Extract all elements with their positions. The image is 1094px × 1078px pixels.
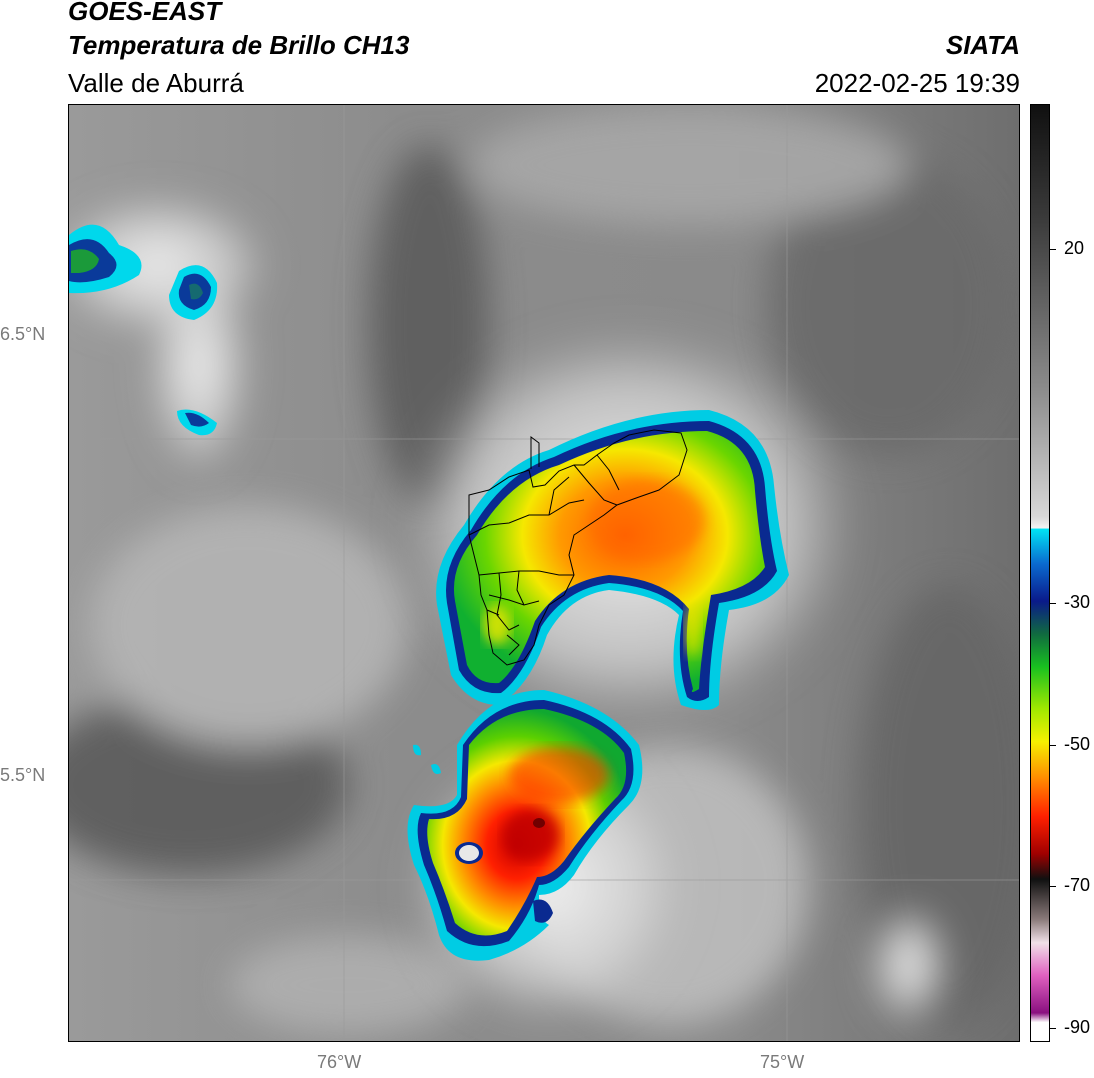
- colorbar-label-minus30: -30: [1064, 592, 1091, 612]
- colorbar-label-20: 20: [1064, 238, 1085, 258]
- satellite-map[interactable]: [68, 104, 1020, 1042]
- region-subtitle: Valle de Aburrá: [68, 68, 244, 98]
- lon-label-76W: 76°W: [317, 1052, 362, 1072]
- agency-label: SIATA: [945, 30, 1020, 60]
- colorbar-tick-minus70: [1050, 886, 1056, 887]
- colorbar-tick-20: [1050, 249, 1056, 250]
- colorbar-label-minus70: -70: [1064, 875, 1091, 895]
- colorbar-tick-minus50: [1050, 745, 1056, 746]
- lat-label-6-5N: 6.5°N: [0, 324, 46, 344]
- municipal-boundaries: [468, 429, 688, 666]
- datetime-label: 2022-02-25 19:39: [814, 68, 1020, 98]
- lon-label-75W: 75°W: [760, 1052, 805, 1072]
- colorbar-label-minus50: -50: [1064, 734, 1091, 754]
- brightness-temperature-image: [69, 105, 1019, 1041]
- temperature-colorbar: [1030, 104, 1050, 1042]
- satellite-title: GOES-EAST: [68, 0, 222, 26]
- colorbar-tick-minus30: [1050, 603, 1056, 604]
- product-title: Temperatura de Brillo CH13: [68, 30, 410, 60]
- colorbar-label-minus90: -90: [1064, 1017, 1091, 1037]
- lat-label-5-5N: 5.5°N: [0, 765, 46, 785]
- colorbar-tick-minus90: [1050, 1028, 1056, 1029]
